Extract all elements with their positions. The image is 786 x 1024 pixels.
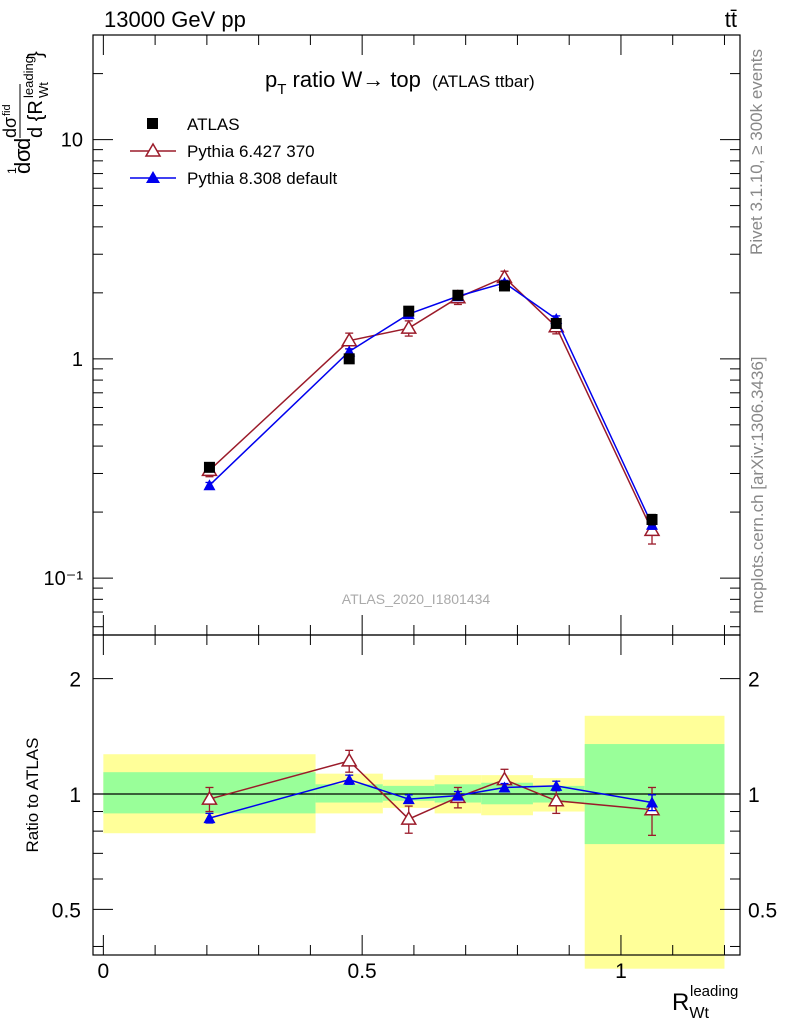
ratio-pythia8-point [203,812,216,824]
chart-title-rest: ratio W→ top [286,67,420,92]
ratio-pythia6-point [340,752,358,767]
rivet-version-label: Rivet 3.1.10, ≥ 300k events [747,49,766,255]
ratio-pythia8-point [451,789,464,801]
ratio-y-tick-label-right: 2 [748,669,760,692]
svg-text:d: d [10,162,35,174]
svg-text:d: d [10,138,35,150]
ratio-y-axis-label: Ratio to ATLAS [23,738,42,853]
main-pythia8-line [208,282,653,526]
ratio-uncertainty-bands [103,715,725,969]
x-tick-label: 0.5 [348,960,377,983]
legend-label-pythia6: Pythia 6.427 370 [187,142,315,161]
chart-title-small: (ATLAS ttbar) [432,72,535,91]
main-atlas-point [498,280,510,292]
svg-text:}: } [25,51,47,58]
svg-text:σ: σ [10,148,35,162]
main-y-tick-label: 10 [61,130,83,152]
ratio-frame [92,634,741,956]
analysis-watermark: ATLAS_2020_I1801434 [342,591,491,607]
header-energy-label: 13000 GeV pp [104,7,246,32]
ratio-pythia6-point [400,810,418,825]
main-pythia6-point [400,319,418,334]
chart-title-main: p [265,67,277,92]
main-y-tick-label: 10⁻¹ [44,568,84,590]
main-atlas-point [343,353,355,365]
ratio-y-tick-label: 2 [69,669,81,692]
ratio-pythia8-point [550,779,563,791]
legend-marker-atlas [147,118,158,129]
ratio-axes: 0.5 0.5 1 1 2 2 0 0.5 1 [52,634,777,983]
ratio-y-tick-label: 0.5 [52,899,81,922]
main-atlas-point [646,514,658,526]
svg-text:fid: fid [1,104,13,116]
x-tick-label: 1 [615,960,627,983]
main-pythia6-line [208,276,653,531]
main-atlas-point [403,305,415,317]
ratio-pythia6-point [201,790,218,805]
chart-title-sub: T [277,81,286,98]
x-axis-label-sub: Wt [689,1005,709,1022]
svg-text:1: 1 [5,167,19,174]
main-atlas-point [452,289,464,301]
legend-marker-pythia6 [144,142,162,157]
ratio-pythia8-point [402,793,415,805]
svg-text:Wt: Wt [36,82,51,98]
x-axis-label: RWt [672,989,709,1022]
legend: ATLAS Pythia 6.427 370 Pythia 8.308 defa… [130,115,338,188]
svg-text:dσ: dσ [0,117,20,138]
ratio-pythia8-point [646,796,659,808]
mcplots-label: mcplots.cern.ch [arXiv:1306.3436] [748,356,767,613]
main-y-tick-label: 1 [72,349,83,371]
ratio-series-group [201,749,661,836]
ratio-pythia8-point [498,781,511,793]
legend-label-pythia8: Pythia 8.308 default [187,169,338,188]
main-y-axis-label: d 1 σ d dσ fid d {R leading Wt } [0,51,51,174]
x-axis-label-sup: leading [690,983,738,1000]
ratio-y-tick-label: 1 [69,784,81,807]
main-atlas-point [550,317,562,329]
ratio-y-tick-label-right: 1 [748,784,760,807]
svg-text:d {R: d {R [25,100,47,138]
x-axis-label-main: R [672,989,689,1016]
main-atlas-point [203,461,215,473]
main-series-group [201,268,661,545]
legend-marker-pythia8 [146,171,160,183]
ratio-pythia8-point [343,773,356,785]
x-tick-label: 0 [98,960,110,983]
main-pythia8-point [203,479,216,491]
header-process-label: tt̄ [725,7,737,32]
legend-label-atlas: ATLAS [187,115,240,134]
ratio-pythia6-point [547,792,565,807]
chart-title: pT ratio W→ top (ATLAS ttbar) [265,67,535,98]
svg-text:leading: leading [21,56,36,98]
ratio-y-tick-label-right: 0.5 [748,899,777,922]
